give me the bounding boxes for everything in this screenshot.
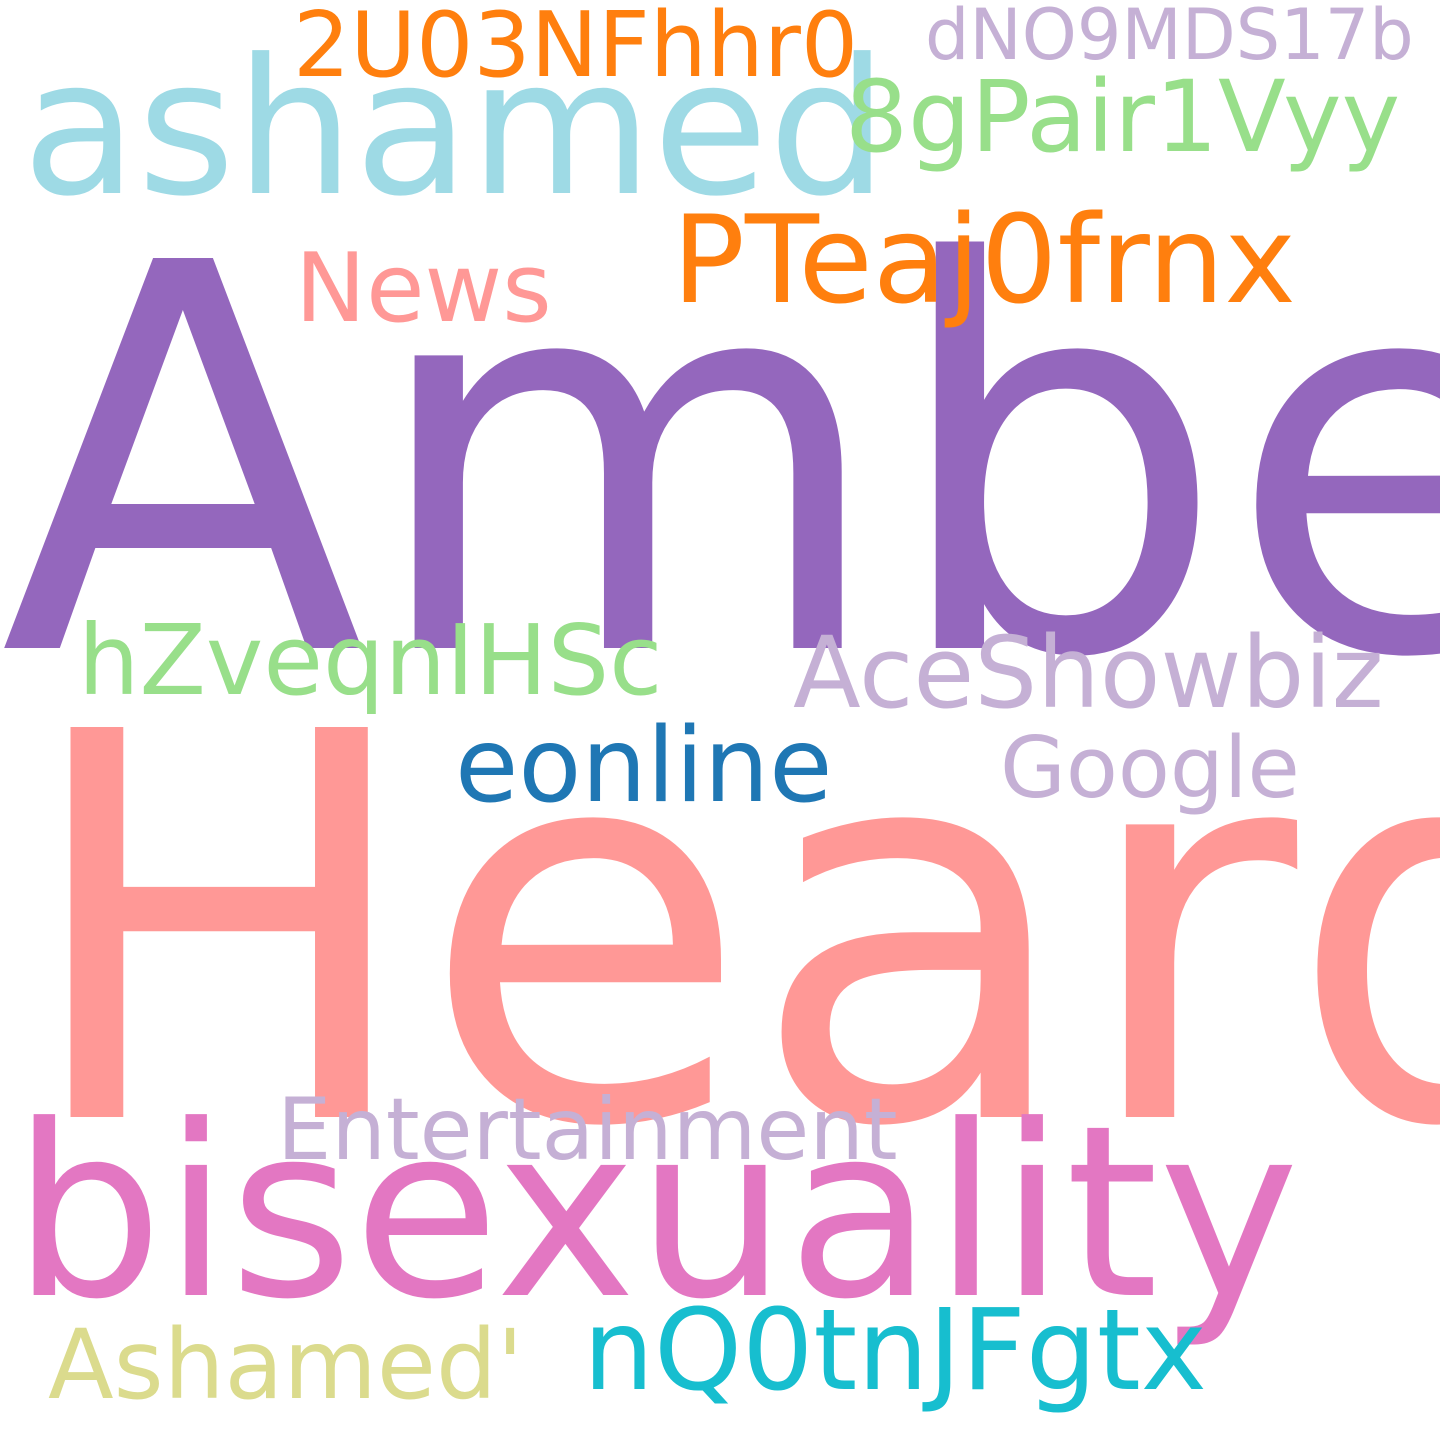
word-2u03nfhhr0: 2U03NFhhr0 [293,0,859,98]
word-nq0tnjfgtx: nQ0tnJFgtx [583,1286,1208,1416]
word-8gpair1vyy: 8gPair1Vyy [845,60,1401,175]
word-bisexuality: bisexuality [12,1075,1300,1352]
word-heard: Heard [18,621,1440,1244]
word-entertainment: Entertainment [277,1080,898,1180]
word-news: News [295,234,552,344]
word-google: Google [1000,719,1300,818]
word-ashamed: ashamed [22,19,888,238]
word-aceshowbiz: AceShowbiz [793,616,1384,731]
word-pteaj0frnx: PTeaj0frnx [672,190,1297,331]
word-amber: Amber [0,152,1440,775]
word-eonline: eonline [455,706,833,826]
word-hzveqnihsc: hZveqnIHSc [78,604,663,717]
word-ashamed-quote: Ashamed' [48,1309,524,1421]
word-dno9mds17b: dNO9MDS17b [925,0,1414,76]
